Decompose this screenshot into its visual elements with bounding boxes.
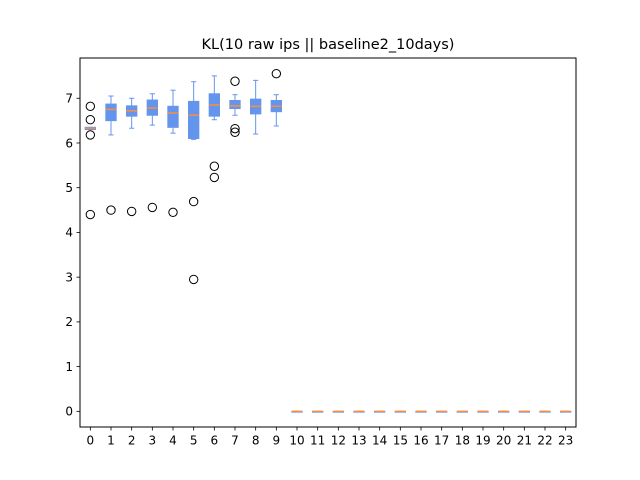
outlier-point xyxy=(168,207,178,218)
box-group-2 xyxy=(126,97,138,217)
outlier-point xyxy=(85,130,96,140)
box-group-21 xyxy=(518,410,531,413)
x-tick-label: 23 xyxy=(558,434,573,448)
outlier-point xyxy=(126,206,137,217)
x-tick-label: 15 xyxy=(393,434,408,448)
box-group-23 xyxy=(560,410,572,413)
x-tick-label: 13 xyxy=(351,434,366,448)
box-group-7 xyxy=(229,76,241,137)
y-tick-label: 6 xyxy=(65,136,73,150)
box-group-18 xyxy=(456,410,468,413)
outlier-point xyxy=(209,172,220,183)
box-group-12 xyxy=(332,410,344,413)
x-tick-label: 5 xyxy=(190,434,198,448)
x-tick-label: 17 xyxy=(434,434,449,448)
outlier-point xyxy=(85,115,96,125)
box-group-6 xyxy=(208,75,221,183)
box-group-1 xyxy=(105,95,117,215)
box-group-4 xyxy=(167,89,179,218)
outlier-point xyxy=(147,202,158,213)
y-tick-label: 5 xyxy=(65,181,73,195)
box xyxy=(105,103,117,122)
box xyxy=(167,105,179,128)
x-tick-label: 22 xyxy=(537,434,552,448)
x-tick-label: 20 xyxy=(496,434,511,448)
box xyxy=(229,99,241,110)
x-tick-label: 16 xyxy=(413,434,428,448)
x-tick-label: 4 xyxy=(169,434,177,448)
x-tick-label: 21 xyxy=(517,434,532,448)
axes-frame xyxy=(79,57,577,428)
x-tick-label: 11 xyxy=(310,434,325,448)
box-group-5 xyxy=(188,81,200,285)
x-tick-label: 14 xyxy=(372,434,387,448)
box-group-17 xyxy=(436,410,448,413)
outlier-point xyxy=(271,68,282,79)
outlier-point xyxy=(85,101,96,112)
outlier-point xyxy=(230,127,240,137)
chart-title: KL(10 raw ips || baseline2_10days) xyxy=(202,37,455,53)
box-group-8 xyxy=(250,79,262,135)
x-tick-label: 19 xyxy=(475,434,490,448)
y-tick-label: 2 xyxy=(65,315,73,329)
box-group-22 xyxy=(539,410,551,413)
outlier-point xyxy=(188,274,199,285)
box-group-3 xyxy=(146,93,159,213)
box-group-20 xyxy=(498,410,510,413)
box-group-13 xyxy=(353,410,365,413)
box-group-16 xyxy=(415,410,427,413)
y-tick-label: 1 xyxy=(65,360,73,374)
y-tick-label: 3 xyxy=(65,270,73,284)
outlier-point xyxy=(230,76,240,86)
box xyxy=(188,100,200,140)
y-tick-label: 0 xyxy=(65,405,73,419)
box-group-14 xyxy=(374,410,386,413)
plot-area xyxy=(84,68,572,413)
x-tick-label: 7 xyxy=(231,434,239,448)
box-group-0 xyxy=(84,101,96,220)
x-tick-label: 3 xyxy=(149,434,157,448)
box-group-11 xyxy=(312,410,324,413)
box-group-9 xyxy=(270,68,282,127)
outlier-point xyxy=(230,123,240,134)
box-group-19 xyxy=(477,410,489,413)
x-tick-label: 6 xyxy=(211,434,219,448)
x-tick-label: 8 xyxy=(252,434,260,448)
x-tick-label: 9 xyxy=(273,434,281,448)
x-tick-label: 10 xyxy=(289,434,304,448)
box-group-10 xyxy=(291,410,303,413)
y-tick-label: 4 xyxy=(65,226,73,240)
outlier-point xyxy=(85,209,96,220)
x-tick-label: 1 xyxy=(107,434,115,448)
x-tick-label: 2 xyxy=(128,434,136,448)
box-group-15 xyxy=(394,410,406,413)
outlier-point xyxy=(209,161,220,171)
outlier-point xyxy=(106,205,116,215)
x-tick-label: 0 xyxy=(87,434,95,448)
y-tick-label: 7 xyxy=(65,92,73,106)
outlier-point xyxy=(188,196,199,207)
x-tick-label: 12 xyxy=(331,434,346,448)
x-tick-label: 18 xyxy=(455,434,470,448)
